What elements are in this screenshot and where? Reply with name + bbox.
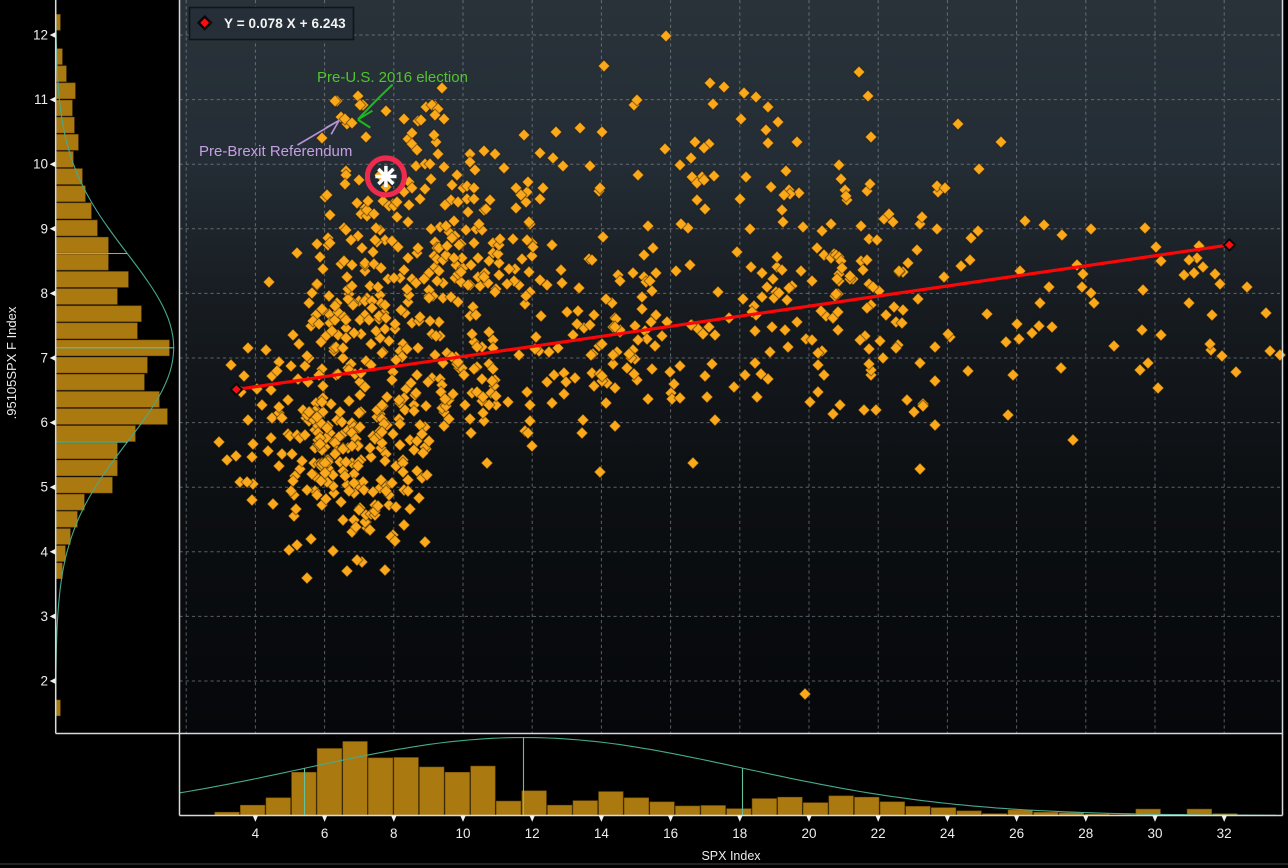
svg-text:14: 14 <box>594 826 610 841</box>
svg-text:18: 18 <box>732 826 747 841</box>
svg-text:.95105SPX F Index: .95105SPX F Index <box>4 306 19 419</box>
svg-text:5: 5 <box>40 480 48 495</box>
svg-text:28: 28 <box>1078 826 1093 841</box>
svg-text:16: 16 <box>663 826 678 841</box>
svg-text:11: 11 <box>34 92 48 107</box>
svg-text:Pre-Brexit Referendum: Pre-Brexit Referendum <box>199 143 352 160</box>
svg-text:7: 7 <box>40 351 48 366</box>
svg-text:8: 8 <box>40 286 48 301</box>
svg-text:8: 8 <box>390 826 398 841</box>
svg-text:4: 4 <box>40 544 48 559</box>
svg-text:SPX Index: SPX Index <box>701 849 761 863</box>
svg-text:10: 10 <box>455 826 470 841</box>
svg-text:6: 6 <box>321 826 329 841</box>
svg-text:12: 12 <box>33 28 48 43</box>
svg-text:3: 3 <box>40 609 48 624</box>
svg-text:9: 9 <box>40 221 48 236</box>
svg-text:26: 26 <box>1009 826 1024 841</box>
svg-text:30: 30 <box>1147 826 1162 841</box>
svg-text:Pre-U.S. 2016 election: Pre-U.S. 2016 election <box>317 69 468 86</box>
svg-text:12: 12 <box>525 826 540 841</box>
svg-text:Y = 0.078 X + 6.243: Y = 0.078 X + 6.243 <box>224 16 346 31</box>
svg-text:4: 4 <box>252 826 260 841</box>
svg-text:32: 32 <box>1217 826 1232 841</box>
svg-text:10: 10 <box>33 157 48 172</box>
svg-text:24: 24 <box>940 826 956 841</box>
svg-text:22: 22 <box>871 826 886 841</box>
svg-text:2: 2 <box>40 674 48 689</box>
svg-text:20: 20 <box>801 826 816 841</box>
svg-text:6: 6 <box>40 415 48 430</box>
